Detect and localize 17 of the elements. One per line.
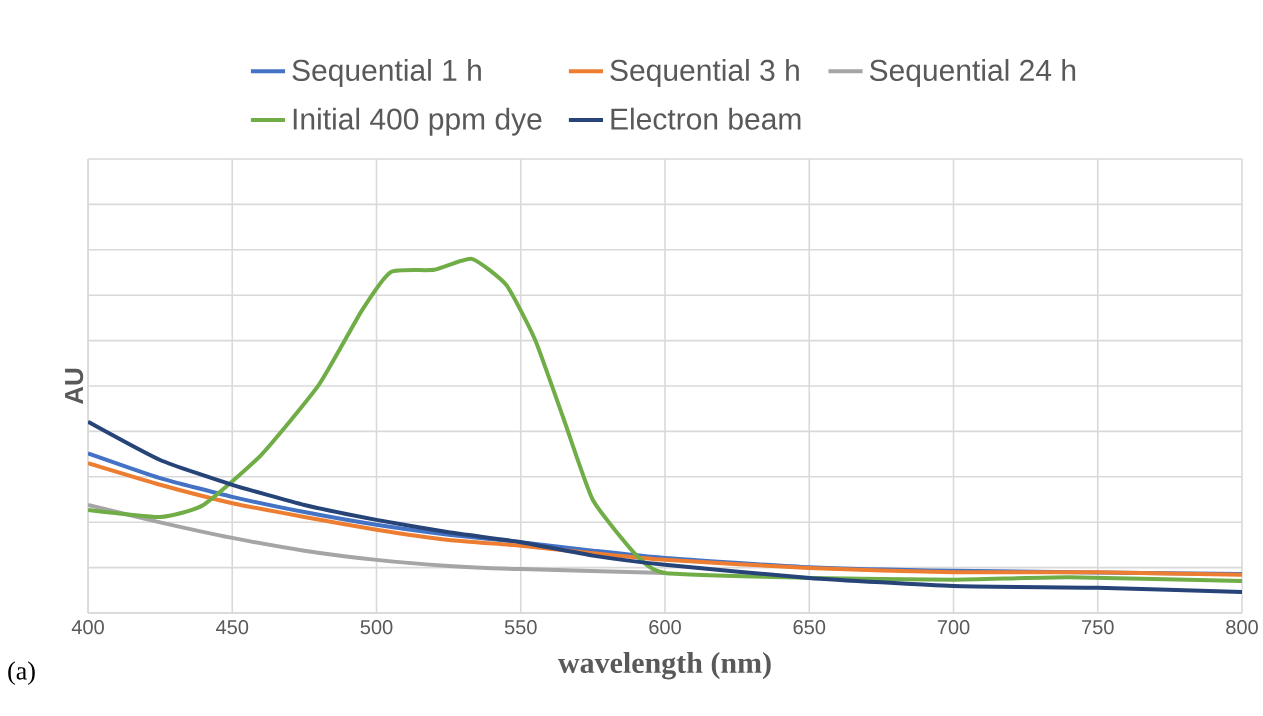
legend-label: Initial 400 ppm dye <box>293 107 542 136</box>
x-axis-title: wavelength (nm) <box>558 651 771 680</box>
legend-label: Sequential 24 h <box>869 58 1076 87</box>
x-tick-label: 800 <box>1226 620 1258 635</box>
x-tick-label: 450 <box>216 620 249 635</box>
x-tick-label: 500 <box>360 620 393 635</box>
legend-label: Electron beam <box>611 107 801 130</box>
y-axis-title: AU <box>65 368 84 405</box>
legend-label: Sequential 1 h <box>292 58 481 87</box>
x-tick-label: 400 <box>71 620 104 635</box>
x-tick-label: 750 <box>1082 620 1114 635</box>
text: (a) <box>8 661 35 685</box>
x-tick-label: 600 <box>649 620 681 635</box>
x-tick-label: 700 <box>937 620 970 635</box>
x-tick-label: 550 <box>504 620 537 635</box>
legend-label: Sequential 3 h <box>610 58 799 87</box>
x-tick-label: 650 <box>793 620 826 635</box>
